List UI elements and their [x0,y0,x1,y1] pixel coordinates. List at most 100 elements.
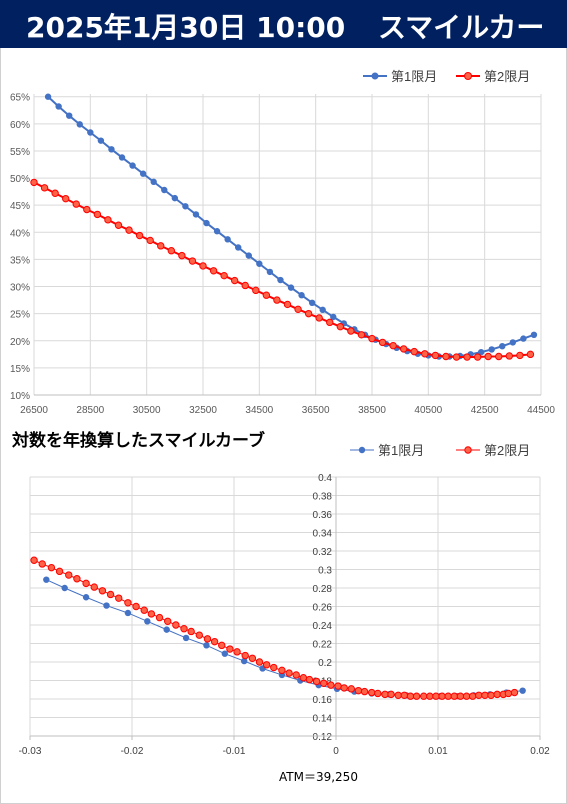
series-1-point [213,228,221,235]
series-2-point [180,625,188,633]
series-1-point [124,609,132,617]
series-2-point [230,276,239,285]
series-1-point [87,129,94,136]
y-tick-label: 45% [10,201,30,212]
series-1-point [44,93,52,100]
y-tick-label: 0.36 [313,510,333,521]
series-2-point [187,627,195,636]
series-2-point [387,690,395,699]
series-1-point [161,186,168,194]
series-2-point [336,322,345,331]
x-tick-label: 28500 [76,405,104,416]
series-2-point [347,685,355,693]
legend-marker [464,72,472,80]
series-1-point [235,244,242,251]
series-2-point [400,691,409,700]
series-1-point [43,576,50,583]
series-1-point [499,342,506,350]
series-1-point [139,170,147,177]
header-bar: 2025年1月30日 10:00 スマイルカーブ [0,0,567,84]
y-tick-label: 50% [10,174,30,185]
series-2-point [132,602,140,611]
series-2-point [104,216,112,224]
y-tick-label: 55% [10,147,30,158]
y-tick-label: 35% [10,255,30,266]
series-2-point [292,671,300,679]
series-1-point [488,346,495,353]
series-1-point [182,634,190,642]
series-1-point [192,211,200,218]
series-1-point [66,112,73,119]
series-2-point [273,296,281,304]
series-2-point [510,688,519,697]
series-2-point [93,210,102,219]
series-2-point [468,692,477,700]
series-2-point [164,617,172,626]
series-2-point [114,221,123,229]
series-2-point [124,599,132,607]
series-2-point [262,661,271,669]
y-tick-label: 0.22 [313,640,333,651]
series-2-point [426,692,434,700]
series-2-point [252,286,260,295]
series-2-point [210,637,219,646]
legend-marker [464,446,472,454]
y-tick-label: 60% [10,120,30,131]
series-2-point [226,645,234,653]
series-2-point [98,587,107,595]
series-2-point [47,563,56,572]
series-2-point [495,352,503,361]
series-1-point [256,260,263,267]
y-tick-label: 65% [10,93,30,104]
legend-label: 第1限月 [391,69,437,84]
x-tick-label: 30500 [133,405,161,416]
series-2-point [270,663,278,672]
series-2-point [504,689,513,698]
series-2-point [357,331,366,339]
x-tick-label: 42500 [471,405,499,416]
series-2-point [283,300,292,309]
series-2-point [233,648,241,656]
x-tick-label: 0.01 [428,746,448,757]
y-tick-label: 0.4 [318,473,332,484]
series-2-point [516,351,524,360]
series-2-point [389,341,397,350]
series-2-point [220,271,228,280]
series-1-point [61,584,68,592]
series-2-point [65,571,73,579]
series-2-point [410,347,418,356]
series-2-point [484,352,492,361]
y-tick-label: 0.24 [313,621,333,632]
series-2-point [368,688,376,697]
series-1-point [221,650,229,657]
header-date: 2025年1月30日 10:00 [26,11,346,44]
x-tick-label: 0 [333,746,339,757]
series-2-point [378,338,387,347]
x-tick-label: 40500 [414,405,442,416]
y-tick-label: 30% [10,283,30,294]
series-2-point [327,681,335,689]
series-1-point [287,284,295,291]
series-2-point [30,556,38,564]
series-2-point [40,184,49,192]
series-2-point [51,189,59,197]
series-2-point [394,691,402,700]
series-2-point [125,226,133,234]
y-tick-label: 15% [10,364,30,375]
series-2-point [381,690,389,699]
x-tick-label: 32500 [189,405,217,416]
series-1-point [519,687,526,694]
series-2-point [304,309,313,318]
chart-smile-curve: 26500 28500 30500 32500 34500 36500 38500 40500… [10,69,555,416]
series-1-point [520,335,527,342]
y-tick-label: 0.12 [313,732,333,743]
series-2-point [481,691,489,700]
series-2-point [442,352,450,361]
series-2-point [406,692,415,700]
series-2-point [294,305,302,314]
x-tick-label: 34500 [245,405,273,416]
series-1-point [241,657,248,665]
y-tick-label: 0.32 [313,547,333,558]
series-2-point [241,651,249,660]
series-2-point [456,692,465,700]
